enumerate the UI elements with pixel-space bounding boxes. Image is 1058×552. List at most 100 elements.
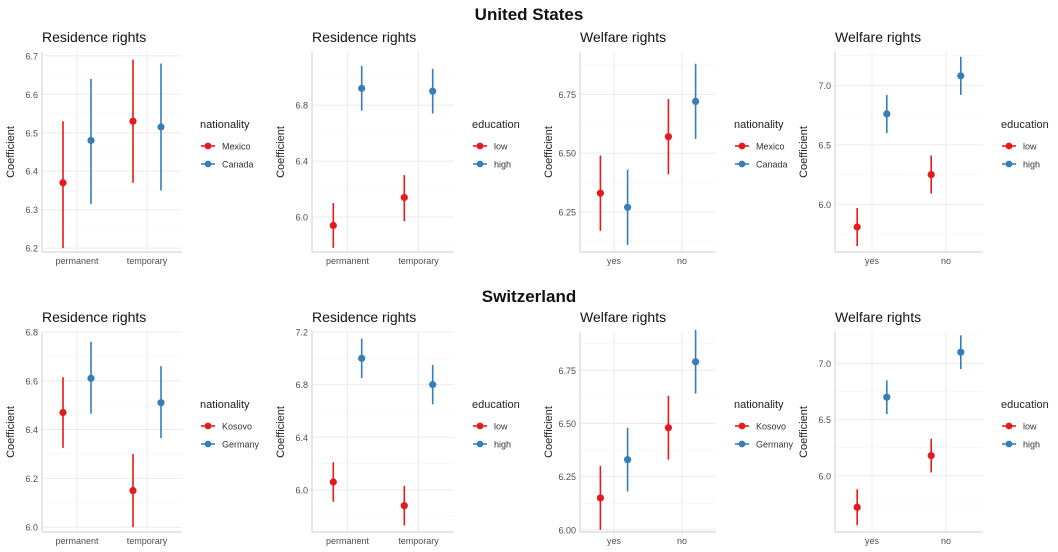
legend-key-point [204, 160, 212, 168]
legend-key-point [1005, 440, 1013, 448]
data-point [129, 486, 137, 495]
x-tick-label: yes [865, 536, 880, 546]
data-point [692, 97, 700, 106]
y-axis-label: Coefficient [798, 406, 810, 458]
data-point [927, 451, 935, 460]
y-tick-label: 6.50 [558, 149, 576, 159]
legend-label: high [494, 160, 511, 170]
y-axis-label: Coefficient [543, 406, 555, 458]
panel-8: Welfare rights 6.0 6.5 7.0 yes no Coefficient e… [798, 309, 1049, 546]
y-tick-label: 6.5 [25, 128, 38, 138]
legend-title: education [1001, 119, 1049, 131]
panel-title: Residence rights [312, 29, 416, 45]
y-tick-label: 6.25 [558, 208, 576, 218]
legend-label: Canada [756, 160, 788, 170]
y-tick-label: 6.0 [295, 485, 308, 495]
data-point [624, 456, 632, 464]
legend-label: low [1023, 422, 1037, 432]
legend-title: nationality [200, 119, 250, 131]
legend-label: Germany [756, 440, 794, 450]
legend-key-point [1005, 160, 1013, 168]
panel-7: Welfare rights 6.00 6.25 6.50 6.75 yes no Coeff… [543, 309, 794, 546]
y-tick-label: 6.5 [818, 415, 831, 425]
legend-key-point [738, 160, 746, 168]
legend-key-point [738, 440, 746, 448]
data-point [87, 136, 95, 145]
legend-key-point [204, 422, 212, 430]
legend-key-point [738, 142, 746, 150]
x-tick-label: yes [607, 256, 622, 266]
y-tick-label: 6.4 [295, 157, 308, 167]
data-point [883, 110, 891, 118]
y-tick-label: 6.2 [25, 244, 38, 254]
legend-key-point [1005, 142, 1013, 150]
y-tick-label: 6.00 [558, 525, 576, 535]
data-point [596, 494, 605, 502]
x-tick-label: temporary [398, 536, 439, 546]
y-tick-label: 6.0 [818, 200, 831, 210]
legend-title: nationality [734, 119, 784, 131]
plot-area [312, 332, 454, 532]
y-tick-label: 6.8 [25, 328, 38, 338]
plot-area [312, 52, 454, 252]
y-tick-label: 6.6 [25, 90, 38, 100]
legend-title: education [472, 399, 520, 411]
panel-1: Residence rights 6.2 6.3 6.4 6.5 6.6 6.7 perman… [5, 29, 254, 266]
data-point [927, 171, 935, 179]
panel-title: Residence rights [42, 29, 146, 45]
legend-label: Kosovo [222, 422, 252, 432]
y-tick-label: 6.3 [25, 205, 38, 215]
data-point [87, 374, 95, 382]
legend-label: low [1023, 142, 1037, 152]
panel-3: Welfare rights 6.25 6.50 6.75 yes no Coefficie… [543, 29, 788, 266]
data-point [358, 84, 366, 92]
y-axis-label: Coefficient [798, 126, 810, 178]
panel-title: Welfare rights [580, 29, 666, 45]
x-tick-label: no [677, 256, 687, 266]
data-point [853, 503, 861, 511]
data-point [429, 381, 437, 389]
x-tick-label: temporary [127, 256, 168, 266]
y-axis-label: Coefficient [5, 406, 17, 458]
panel-title: Welfare rights [835, 309, 921, 325]
legend-key-point [476, 422, 484, 430]
panel-title: Residence rights [312, 309, 416, 325]
y-tick-label: 6.4 [25, 425, 38, 435]
x-tick-label: permanent [326, 256, 370, 266]
y-tick-label: 6.25 [558, 472, 576, 482]
y-tick-label: 6.0 [818, 471, 831, 481]
x-tick-label: temporary [127, 536, 168, 546]
y-tick-label: 6.4 [295, 433, 308, 443]
y-tick-label: 6.0 [25, 523, 38, 533]
x-tick-label: permanent [55, 536, 99, 546]
panel-6: Residence rights 6.0 6.4 6.8 7.2 permanent tem… [275, 309, 520, 546]
y-axis-label: Coefficient [275, 126, 287, 178]
legend-label: Mexico [222, 142, 251, 152]
plot-area [42, 332, 182, 532]
legend-title: nationality [734, 399, 784, 411]
legend-label: Germany [222, 440, 260, 450]
legend-label: low [494, 422, 508, 432]
x-tick-label: yes [607, 536, 622, 546]
panel-5: Residence rights 6.0 6.2 6.4 6.6 6.8 permanent… [5, 309, 260, 546]
legend-label: Mexico [756, 142, 785, 152]
panel-2: Residence rights 6.0 6.4 6.8 permanent tempor… [275, 29, 520, 266]
data-point [59, 179, 67, 187]
x-tick-label: no [677, 536, 687, 546]
legend-key-point [738, 422, 746, 430]
x-tick-label: no [941, 536, 951, 546]
legend-title: education [472, 119, 520, 131]
data-point [329, 221, 337, 230]
legend-label: high [1023, 160, 1040, 170]
legend-key-point [204, 142, 212, 150]
y-tick-label: 7.0 [818, 81, 831, 91]
x-tick-label: permanent [55, 256, 99, 266]
panel-4: Welfare rights 6.0 6.5 7.0 yes no Coefficient e… [798, 29, 1049, 266]
data-point [157, 123, 165, 131]
data-point [596, 189, 605, 197]
data-point [129, 117, 137, 125]
legend-label: low [494, 142, 508, 152]
data-point [429, 87, 437, 95]
y-tick-label: 6.8 [295, 101, 308, 111]
